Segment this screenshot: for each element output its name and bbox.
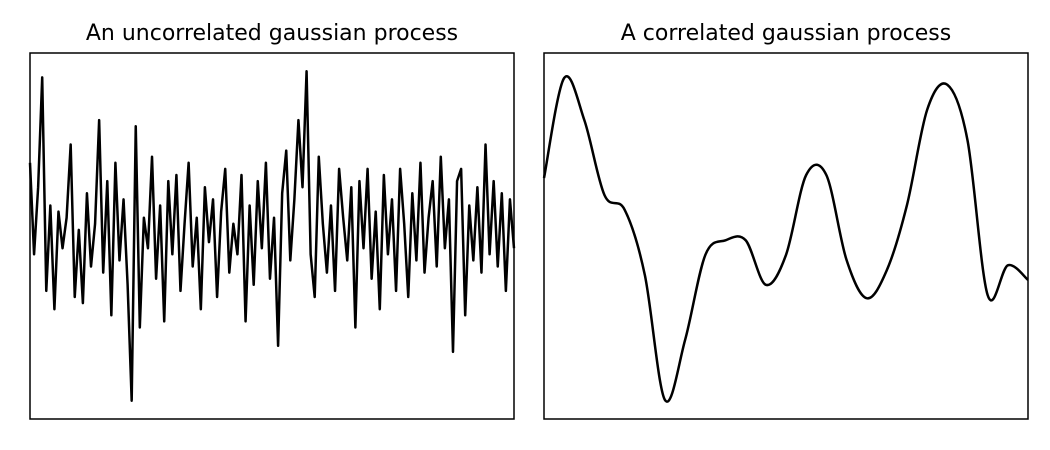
chart-title: An uncorrelated gaussian process — [86, 21, 458, 46]
data-line — [28, 70, 516, 402]
chart-title: A correlated gaussian process — [621, 21, 951, 46]
data-line — [542, 75, 1029, 403]
plot-frame — [543, 52, 1029, 420]
